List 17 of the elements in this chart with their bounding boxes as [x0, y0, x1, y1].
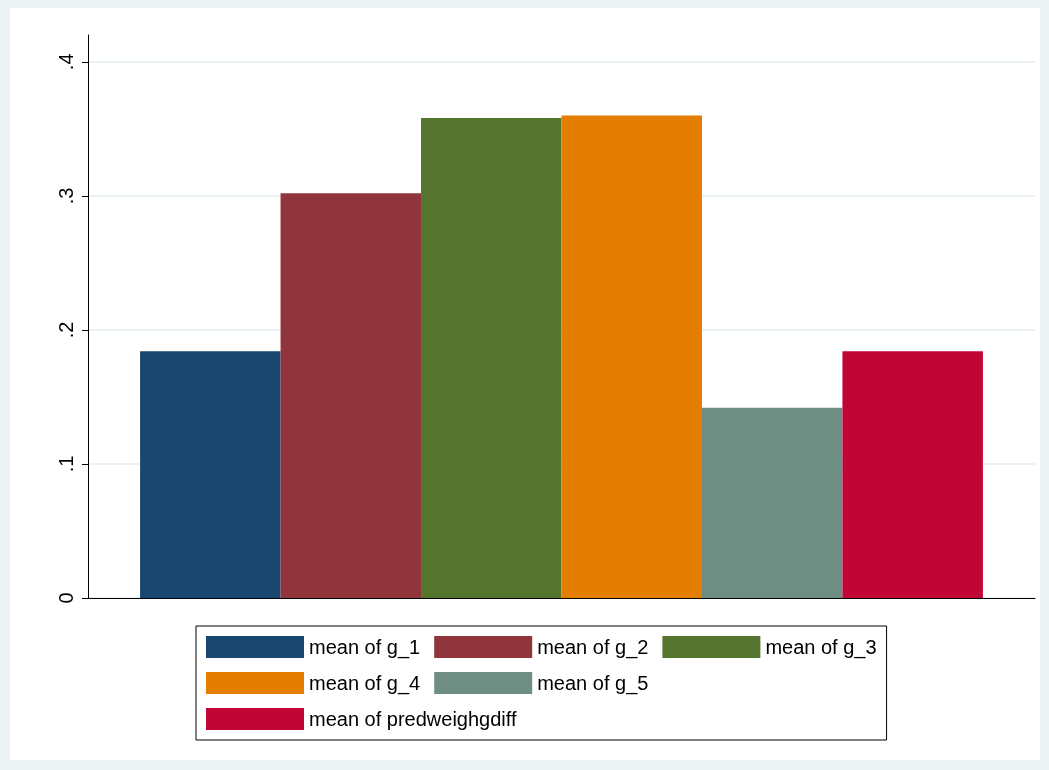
legend-label: mean of g_1: [309, 636, 421, 659]
y-tick-label: .3: [55, 187, 77, 205]
bar: [280, 193, 422, 598]
bar: [701, 407, 843, 598]
y-tick-label: 0: [55, 592, 77, 604]
y-tick-label: .2: [55, 321, 77, 339]
legend-label: mean of g_5: [537, 672, 649, 695]
legend-label: mean of g_4: [309, 672, 421, 695]
bar: [140, 351, 281, 598]
bar: [561, 115, 702, 598]
legend-label: mean of g_2: [537, 636, 649, 659]
bar: [842, 351, 983, 598]
y-tick-label: .4: [55, 53, 77, 71]
bar: [421, 118, 562, 598]
legend-label: mean of g_3: [765, 636, 877, 659]
y-tick-label: .1: [55, 455, 77, 473]
legend-label: mean of predweighgdiff: [309, 708, 517, 730]
